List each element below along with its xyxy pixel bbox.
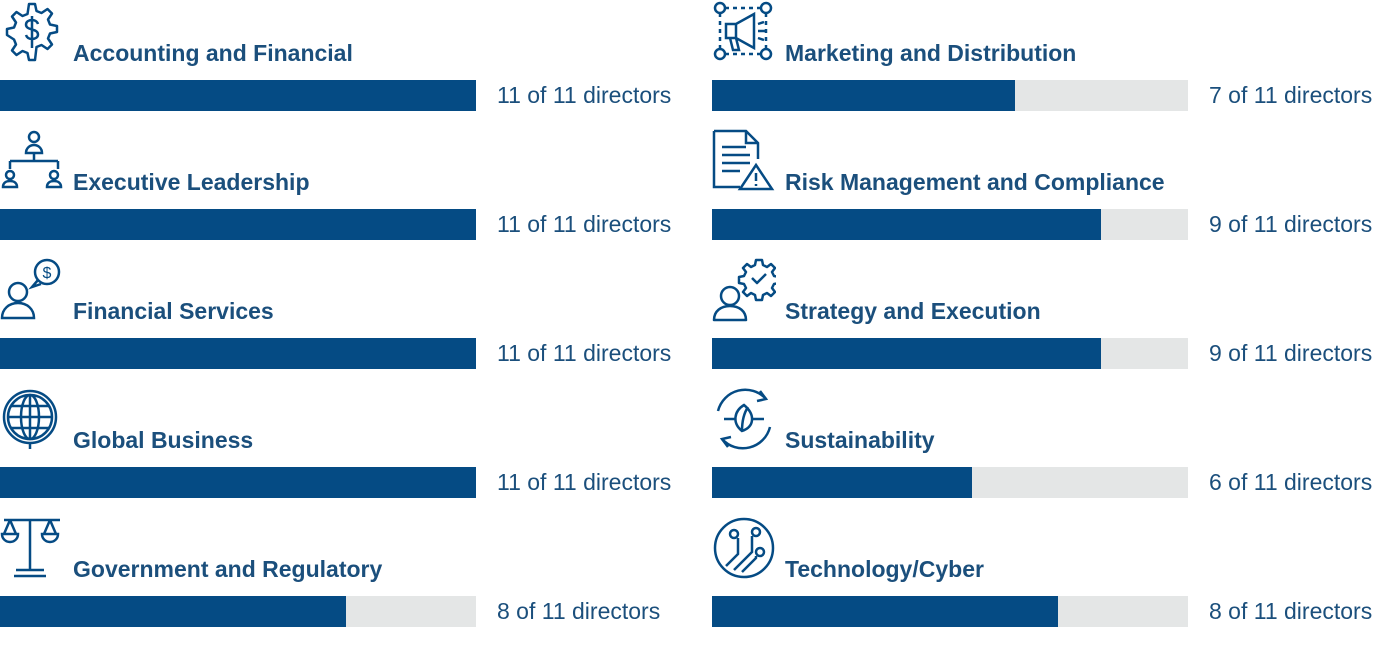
- skill-label: Marketing and Distribution: [785, 40, 1077, 66]
- bar-fill: [712, 80, 1015, 111]
- bar-count-label: 8 of 11 directors: [1209, 598, 1373, 624]
- bar-count-label: 8 of 11 directors: [497, 598, 661, 624]
- person-gear-check-icon: [712, 258, 776, 322]
- skill-label: Accounting and Financial: [73, 40, 353, 66]
- bar-track: [712, 80, 1188, 111]
- bar-fill: [712, 596, 1059, 627]
- bar-track: [0, 467, 476, 498]
- skill-row: Accounting and Financial 11 of 11 directo…: [0, 0, 676, 129]
- bar-count-label: 9 of 11 directors: [1209, 211, 1373, 237]
- right-column: Marketing and Distribution 7 of 11 direct…: [712, 0, 1374, 645]
- bar-fill: [712, 467, 972, 498]
- person-dollar-bubble-icon: $: [0, 258, 64, 322]
- left-column: Accounting and Financial 11 of 11 directo…: [0, 0, 676, 645]
- dollar-gear-icon: [0, 0, 64, 64]
- bar-count-label: 6 of 11 directors: [1209, 469, 1373, 495]
- leaf-cycle-icon: [712, 387, 776, 451]
- skill-row: Strategy and Execution 9 of 11 directors: [712, 258, 1374, 387]
- skill-label: Strategy and Execution: [785, 298, 1041, 324]
- bar-track: [712, 467, 1188, 498]
- skill-row: Sustainability 6 of 11 directors: [712, 387, 1374, 516]
- bar-fill: [712, 338, 1102, 369]
- bar-count-label: 11 of 11 directors: [497, 82, 672, 108]
- bar-track: [712, 209, 1188, 240]
- skill-label: Financial Services: [73, 298, 274, 324]
- org-chart-icon: [0, 129, 64, 193]
- skill-row: $ Financial Services 11 of 11 directors: [0, 258, 676, 387]
- megaphone-icon: [712, 0, 776, 64]
- bar-track: [0, 209, 476, 240]
- skill-row: Risk Management and Compliance 9 of 11 di…: [712, 129, 1374, 258]
- skill-row: Global Business 11 of 11 directors: [0, 387, 676, 516]
- bar-fill: [0, 80, 476, 111]
- bar-fill: [0, 596, 347, 627]
- scales-icon: [0, 516, 64, 580]
- skill-row: Marketing and Distribution 7 of 11 direct…: [712, 0, 1374, 129]
- skill-row: Executive Leadership 11 of 11 directors: [0, 129, 676, 258]
- document-warning-icon: [712, 129, 776, 193]
- circuit-icon: [712, 516, 776, 580]
- bar-count-label: 9 of 11 directors: [1209, 340, 1373, 366]
- bar-count-label: 11 of 11 directors: [497, 211, 672, 237]
- bar-fill: [0, 338, 476, 369]
- bar-fill: [0, 209, 476, 240]
- skill-label: Global Business: [73, 427, 254, 453]
- bar-fill: [0, 467, 476, 498]
- bar-fill: [712, 209, 1102, 240]
- bar-track: [712, 596, 1188, 627]
- bar-count-label: 7 of 11 directors: [1209, 82, 1373, 108]
- skill-row: Technology/Cyber 8 of 11 directors: [712, 516, 1374, 645]
- skill-label: Risk Management and Compliance: [785, 169, 1165, 195]
- skill-label: Technology/Cyber: [785, 556, 984, 582]
- bar-track: [0, 338, 476, 369]
- svg-text:$: $: [43, 265, 52, 282]
- bar-track: [712, 338, 1188, 369]
- skill-label: Executive Leadership: [73, 169, 310, 195]
- skill-label: Sustainability: [785, 427, 935, 453]
- bar-count-label: 11 of 11 directors: [497, 340, 672, 366]
- skill-label: Government and Regulatory: [73, 556, 383, 582]
- bar-track: [0, 80, 476, 111]
- bar-track: [0, 596, 476, 627]
- globe-icon: [0, 387, 64, 451]
- skill-row: Government and Regulatory 8 of 11 directo…: [0, 516, 676, 645]
- bar-count-label: 11 of 11 directors: [497, 469, 672, 495]
